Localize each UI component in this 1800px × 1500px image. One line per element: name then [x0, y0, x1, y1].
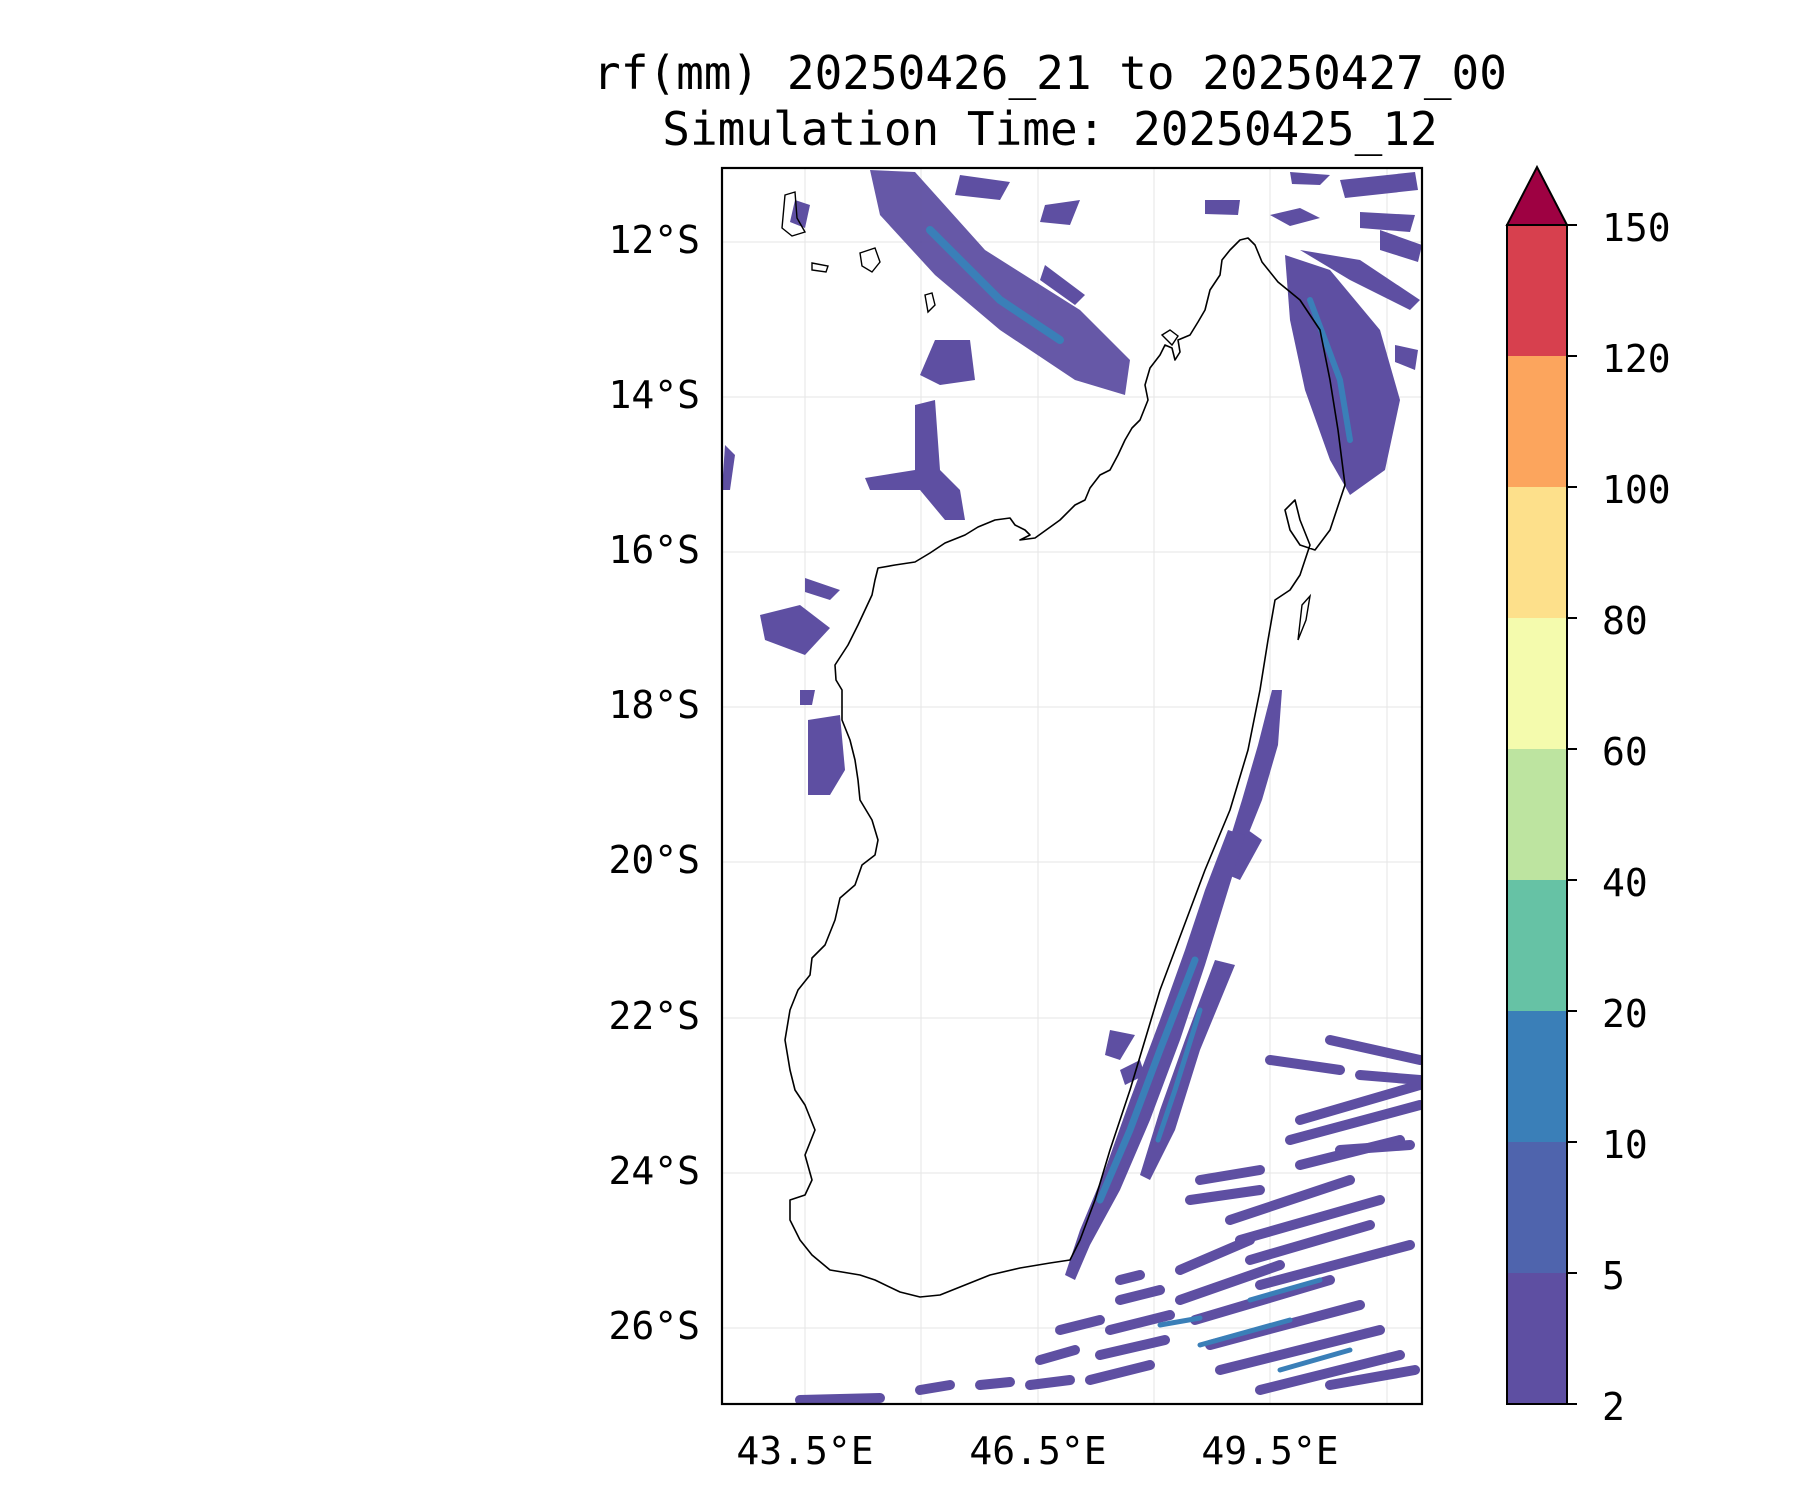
lat-label-14s: 14°S: [608, 373, 700, 417]
lat-label-26s: 26°S: [608, 1304, 700, 1348]
colorbar-segment: [1507, 225, 1567, 356]
lat-label-20s: 20°S: [608, 838, 700, 882]
colorbar: [1505, 164, 1569, 1405]
colorbar-segment: [1507, 749, 1567, 880]
colorbar-label-150: 150: [1602, 206, 1671, 250]
lon-label-43-5e: 43.5°E: [736, 1429, 874, 1473]
island-comoros-2: [811, 262, 829, 273]
island-comoros-3: [859, 247, 881, 273]
map-frame: [720, 166, 1424, 1406]
rain-blob-west-19s: [808, 715, 845, 795]
map-title-line2: Simulation Time: 20250425_12: [662, 102, 1438, 156]
island-sainte-marie: [1297, 593, 1312, 641]
colorbar-label-5: 5: [1602, 1254, 1625, 1298]
colorbar-extend-arrow: [1505, 164, 1569, 226]
lat-label-22s: 22°S: [608, 994, 700, 1038]
island-mayotte: [924, 292, 936, 314]
lon-label-49-5e: 49.5°E: [1201, 1429, 1339, 1473]
map-title-line1: rf(mm) 20250426_21 to 20250427_00: [593, 46, 1507, 100]
colorbar-segment: [1507, 1273, 1567, 1404]
colorbar-label-2: 2: [1602, 1385, 1625, 1429]
lat-label-12s: 12°S: [608, 218, 700, 262]
lat-label-24s: 24°S: [608, 1149, 700, 1193]
rainfall-field: [722, 170, 1422, 1404]
colorbar-label-80: 80: [1602, 599, 1648, 643]
lon-label-46-5e: 46.5°E: [969, 1429, 1107, 1473]
colorbar-label-40: 40: [1602, 861, 1648, 905]
colorbar-segment: [1507, 1142, 1567, 1273]
colorbar-label-60: 60: [1602, 730, 1648, 774]
colorbar-label-100: 100: [1602, 468, 1671, 512]
rain-blob-west-14s: [920, 340, 975, 385]
colorbar-ticks: [1567, 224, 1577, 1405]
rain-blob-west-15s: [865, 400, 965, 520]
colorbar-segment: [1507, 356, 1567, 487]
colorbar-frame: [1506, 224, 1568, 1405]
island-comoros-1: [781, 191, 807, 237]
colorbar-label-120: 120: [1602, 337, 1671, 381]
colorbar-segment: [1507, 487, 1567, 618]
rain-streaks-se-ocean: [795, 1035, 1422, 1404]
colorbar-label-20: 20: [1602, 992, 1648, 1036]
lat-label-16s: 16°S: [608, 528, 700, 572]
lat-label-18s: 18°S: [608, 683, 700, 727]
rain-band-east-coast: [1225, 690, 1282, 860]
rain-band-nw-channel: [870, 170, 1130, 395]
colorbar-segment: [1507, 1011, 1567, 1142]
colorbar-segment: [1507, 880, 1567, 1011]
colorbar-label-10: 10: [1602, 1123, 1648, 1167]
island-nosy-be: [1160, 329, 1179, 347]
madagascar-coastline: [784, 237, 1346, 1298]
rain-core-nw-channel: [926, 226, 1064, 344]
colorbar-segment: [1507, 618, 1567, 749]
